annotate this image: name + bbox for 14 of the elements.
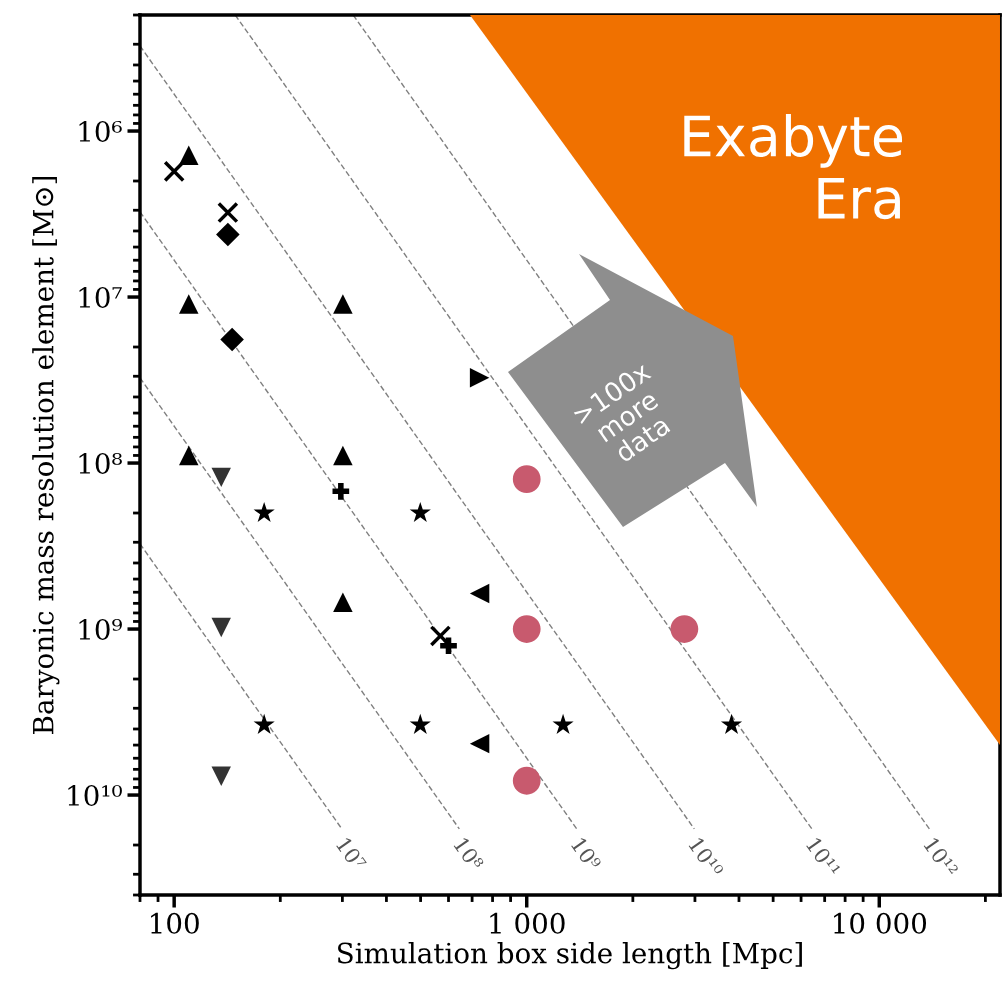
y-tick-label: 10⁷ <box>79 286 122 308</box>
y-axis-title: Baryonic mass resolution element [M⊙] <box>32 176 60 734</box>
x-axis-title: Simulation box side length [Mpc] <box>338 942 802 970</box>
annotation: Exabyte Era <box>684 114 903 220</box>
text: 10⁹ <box>570 836 602 872</box>
x-tick-label: 10 000 <box>834 912 927 934</box>
y-tick-label: 10⁸ <box>79 452 122 474</box>
x-tick-label: 100 <box>151 912 199 934</box>
y-tick-label: 10⁹ <box>79 618 122 640</box>
text: 10⁸ <box>453 836 485 872</box>
text: 10⁷ <box>335 836 367 872</box>
y-tick-label: 10¹⁰ <box>68 784 122 806</box>
y-tick-label: 10⁶ <box>79 120 122 142</box>
x-tick-label: 1 000 <box>490 912 565 934</box>
